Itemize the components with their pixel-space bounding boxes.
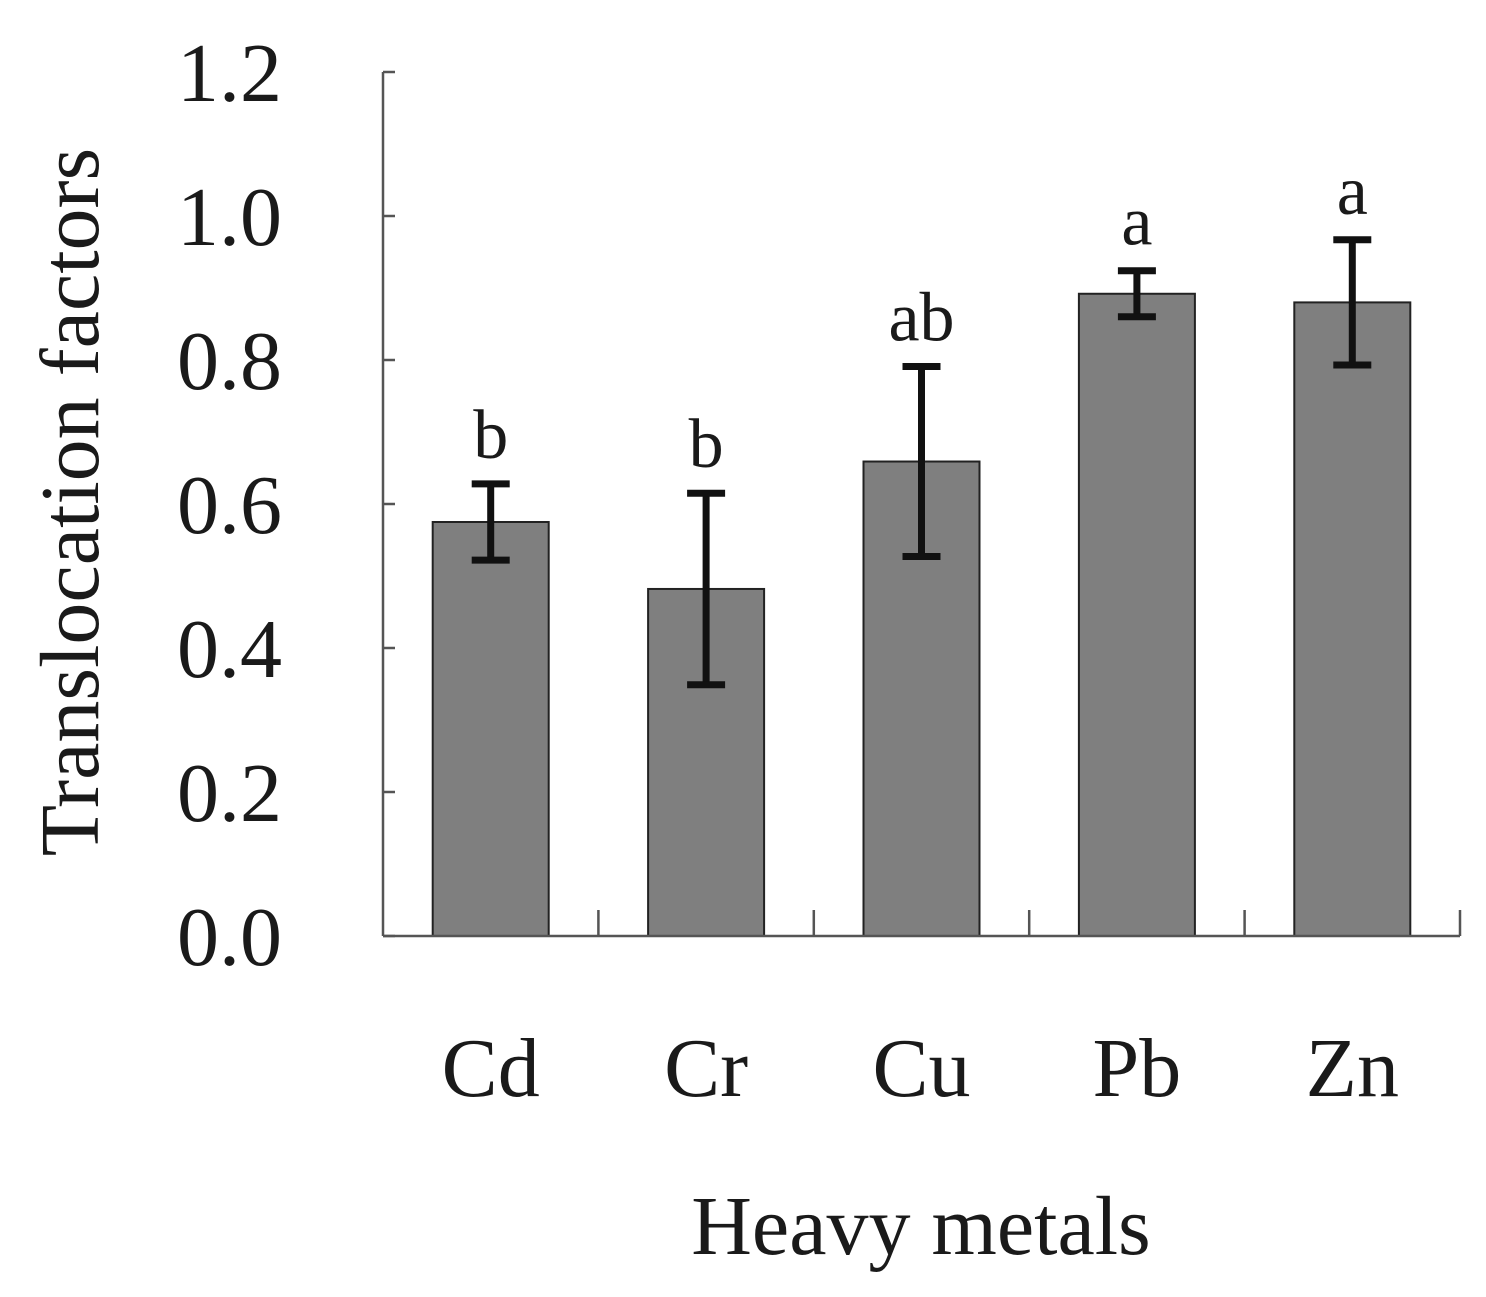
error-bar-pb <box>1117 267 1156 321</box>
x-tick-label: Zn <box>1306 1022 1399 1115</box>
x-tick-label: Cd <box>442 1022 540 1115</box>
x-axis-ticks: Cd Cr Cu Pb Zn <box>442 910 1462 1115</box>
error-bar-cu <box>902 362 941 561</box>
x-tick-label: Pb <box>1093 1022 1182 1115</box>
bar-pb <box>1077 292 1196 937</box>
x-axis-title: Heavy metals <box>691 1180 1151 1273</box>
error-bar-cr <box>687 489 726 689</box>
y-tick-label: 0.8 <box>177 315 282 408</box>
y-tick-label: 0.2 <box>177 747 282 840</box>
significance-label: a <box>1121 184 1152 261</box>
significance-labels: b b ab a a <box>473 153 1368 483</box>
x-tick-label: Cr <box>664 1022 748 1115</box>
y-tick-label: 0.0 <box>177 891 282 984</box>
y-tick-label: 0.4 <box>177 603 282 696</box>
significance-label: b <box>473 397 508 474</box>
error-bar-zn <box>1333 236 1372 369</box>
error-bars <box>471 236 1372 689</box>
x-tick-label: Cu <box>872 1022 970 1115</box>
y-tick-label: 1.0 <box>177 171 282 264</box>
error-bar-cd <box>471 480 510 564</box>
bar-zn <box>1293 301 1412 937</box>
y-tick-label: 0.6 <box>177 459 282 552</box>
y-tick-label: 1.2 <box>177 27 282 120</box>
bar-cd <box>431 521 550 937</box>
significance-label: ab <box>888 279 954 356</box>
y-axis-title: Translocation factors <box>24 148 117 856</box>
y-axis-ticks: 0.0 0.2 0.4 0.6 0.8 1.0 1.2 <box>177 27 395 984</box>
significance-label: b <box>689 406 724 483</box>
significance-label: a <box>1337 153 1368 230</box>
